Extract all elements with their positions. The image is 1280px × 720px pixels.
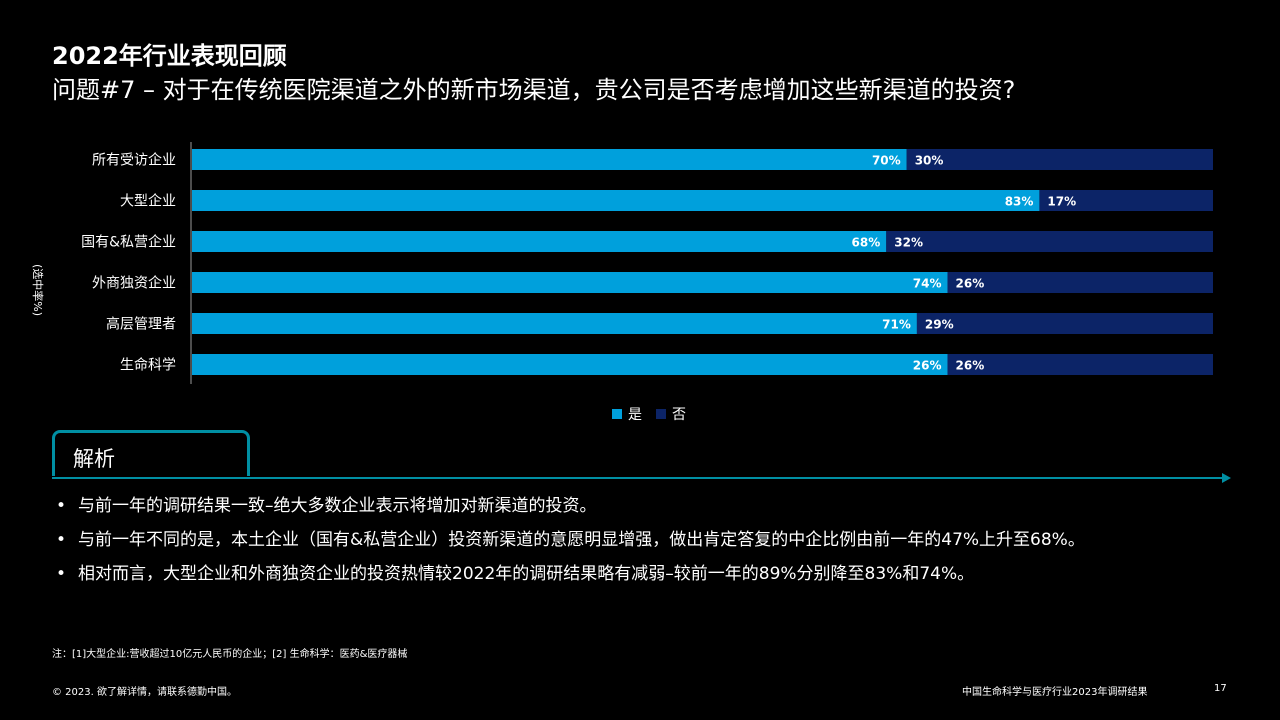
data-label-yes: 26% (913, 359, 942, 373)
data-label-no: 17% (1047, 195, 1076, 209)
legend-label-yes: 是 (628, 407, 642, 423)
bar-yes (192, 190, 1040, 211)
legend-swatch-no (656, 409, 666, 419)
bar-no (886, 231, 1213, 252)
page-title: 2022年行业表现回顾 (52, 42, 287, 70)
data-label-no: 30% (915, 154, 944, 168)
data-label-no: 32% (894, 236, 923, 250)
survey-question: 问题#7 – 对于在传统医院渠道之外的新市场渠道，贵公司是否考虑增加这些新渠道的… (52, 76, 1016, 104)
legend-label-no: 否 (672, 407, 686, 423)
report-name: 中国生命科学与医疗行业2023年调研结果 (962, 687, 1148, 698)
bar-yes (192, 354, 948, 375)
bar-no (947, 272, 1213, 293)
bullet-item: 相对而言，大型企业和外商独资企业的投资热情较2022年的调研结果略有减弱–较前一… (52, 562, 1222, 586)
bar-no (1039, 190, 1213, 211)
analysis-tab-label: 解析 (73, 447, 115, 471)
stacked-bar-chart: 所有受访企业 70% 30% 大型企业 83% 17% 国有&私营企业 68% 32% 外商独资企… (81, 142, 1213, 384)
category-label: 生命科学 (120, 357, 176, 374)
data-label-no: 29% (925, 318, 954, 332)
bar-no (906, 149, 1213, 170)
analysis-tab: 解析 (52, 430, 250, 476)
bullet-item: 与前一年不同的是，本土企业（国有&私营企业）投资新渠道的意愿明显增强，做出肯定答… (52, 528, 1222, 552)
category-label: 大型企业 (120, 193, 176, 210)
analysis-bullets: 与前一年的调研结果一致–绝大多数企业表示将增加对新渠道的投资。 与前一年不同的是… (52, 494, 1222, 596)
category-label: 国有&私营企业 (81, 234, 176, 251)
bullet-item: 与前一年的调研结果一致–绝大多数企业表示将增加对新渠道的投资。 (52, 494, 1222, 518)
bar-no (916, 313, 1213, 334)
analysis-divider (52, 477, 1224, 479)
legend-swatch-yes (612, 409, 622, 419)
category-label: 高层管理者 (106, 316, 176, 333)
data-label-yes: 68% (852, 236, 881, 250)
bar-yes (192, 272, 948, 293)
bar-yes (192, 149, 907, 170)
data-label-no: 26% (956, 359, 985, 373)
data-label-yes: 83% (1005, 195, 1034, 209)
copyright: © 2023. 欲了解详情，请联系德勤中国。 (52, 687, 237, 698)
data-label-yes: 74% (913, 277, 942, 291)
bar-no (947, 354, 1213, 375)
legend: 是 否 (612, 404, 686, 424)
data-label-no: 26% (956, 277, 985, 291)
bar-yes (192, 313, 917, 334)
data-label-yes: 71% (882, 318, 911, 332)
footnote: 注：[1]大型企业:营收超过10亿元人民币的企业；[2] 生命科学：医药&医疗器… (52, 649, 408, 660)
arrow-right-icon (1222, 473, 1231, 483)
bar-yes (192, 231, 887, 252)
category-label: 外商独资企业 (92, 275, 176, 292)
category-label: 所有受访企业 (92, 152, 176, 169)
data-label-yes: 70% (872, 154, 901, 168)
page-number: 17 (1214, 683, 1227, 694)
